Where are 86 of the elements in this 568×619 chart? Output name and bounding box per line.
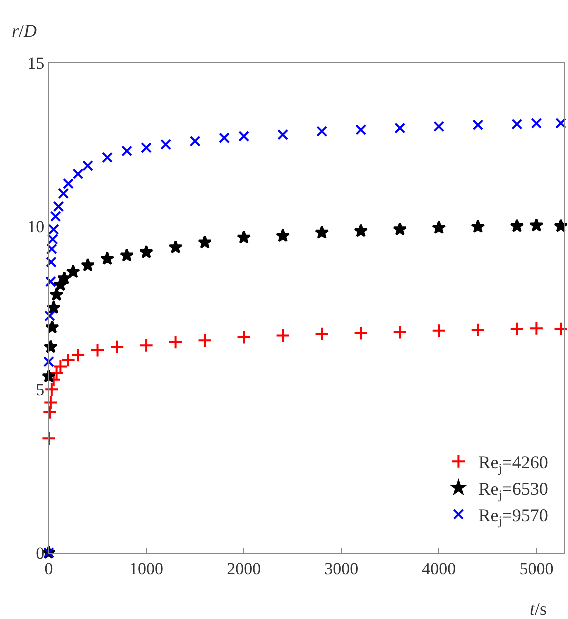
point: [58, 188, 70, 200]
point: [53, 201, 64, 212]
point: [354, 326, 368, 341]
x-tick-label: 4000: [422, 559, 456, 578]
point: [61, 352, 76, 368]
point: [45, 276, 56, 288]
point: [530, 218, 544, 232]
point: [472, 120, 484, 131]
point: [554, 322, 568, 337]
point: [556, 118, 567, 129]
point: [63, 178, 74, 190]
point: [512, 118, 523, 130]
point: [315, 226, 330, 239]
point: [139, 338, 154, 353]
point: [82, 160, 94, 172]
point: [42, 431, 56, 446]
point: [48, 224, 60, 236]
point: [237, 230, 252, 244]
point: [140, 245, 154, 259]
point: [81, 258, 96, 272]
point: [72, 168, 84, 180]
point: [393, 222, 408, 236]
x-tick-label: 1000: [130, 559, 164, 578]
point: [471, 220, 486, 234]
point: [45, 320, 60, 334]
point: [46, 244, 58, 255]
point: [531, 118, 542, 129]
point: [198, 333, 212, 348]
point: [66, 264, 80, 278]
point: [198, 235, 212, 249]
point: [219, 132, 230, 144]
point: [44, 356, 54, 368]
legend-label: Re$_{j}$=6530: [478, 479, 548, 502]
point: [46, 300, 61, 314]
point: [238, 131, 250, 142]
point: [190, 136, 201, 147]
point: [46, 256, 57, 268]
point: [160, 139, 172, 150]
point: [434, 121, 445, 132]
point: [168, 335, 184, 350]
point: [141, 142, 152, 154]
point: [90, 343, 106, 358]
point: [276, 328, 290, 344]
point: [316, 126, 328, 138]
point: [44, 395, 58, 410]
point: [110, 340, 125, 354]
y-axis-title: r/D: [12, 21, 38, 41]
point: [70, 348, 86, 363]
x-tick-label: 5000: [520, 559, 554, 578]
point: [510, 219, 524, 232]
x-axis-title: t/s: [530, 599, 548, 619]
point: [53, 360, 68, 374]
x-tick-label: 3000: [324, 559, 359, 578]
point: [354, 224, 368, 238]
legend-label: Re$_{j}$=4260: [478, 452, 548, 476]
point: [394, 122, 406, 134]
point: [236, 330, 252, 345]
point: [510, 322, 524, 337]
point: [314, 326, 330, 342]
point: [47, 234, 58, 245]
point: [102, 152, 114, 164]
point: [432, 324, 446, 338]
point: [529, 321, 544, 336]
point: [392, 325, 408, 340]
point: [58, 271, 72, 285]
y-tick-label: 10: [28, 217, 45, 236]
y-tick-label: 15: [28, 54, 45, 73]
point: [44, 382, 60, 397]
point: [470, 322, 486, 338]
point: [356, 124, 367, 136]
point: [50, 366, 64, 381]
point: [432, 220, 446, 234]
point: [168, 240, 183, 254]
point: [120, 248, 134, 262]
point: [42, 405, 58, 420]
point: [122, 146, 133, 157]
legend-label: Re$_{j}$=9570: [478, 505, 548, 528]
point: [278, 129, 289, 140]
x-tick-label: 2000: [227, 559, 262, 578]
point: [100, 252, 115, 266]
point: [50, 211, 62, 222]
y-tick-label: 5: [36, 380, 45, 400]
point: [44, 310, 56, 322]
point: [50, 288, 64, 302]
y-tick-label: 0: [36, 544, 45, 563]
point: [276, 228, 290, 242]
